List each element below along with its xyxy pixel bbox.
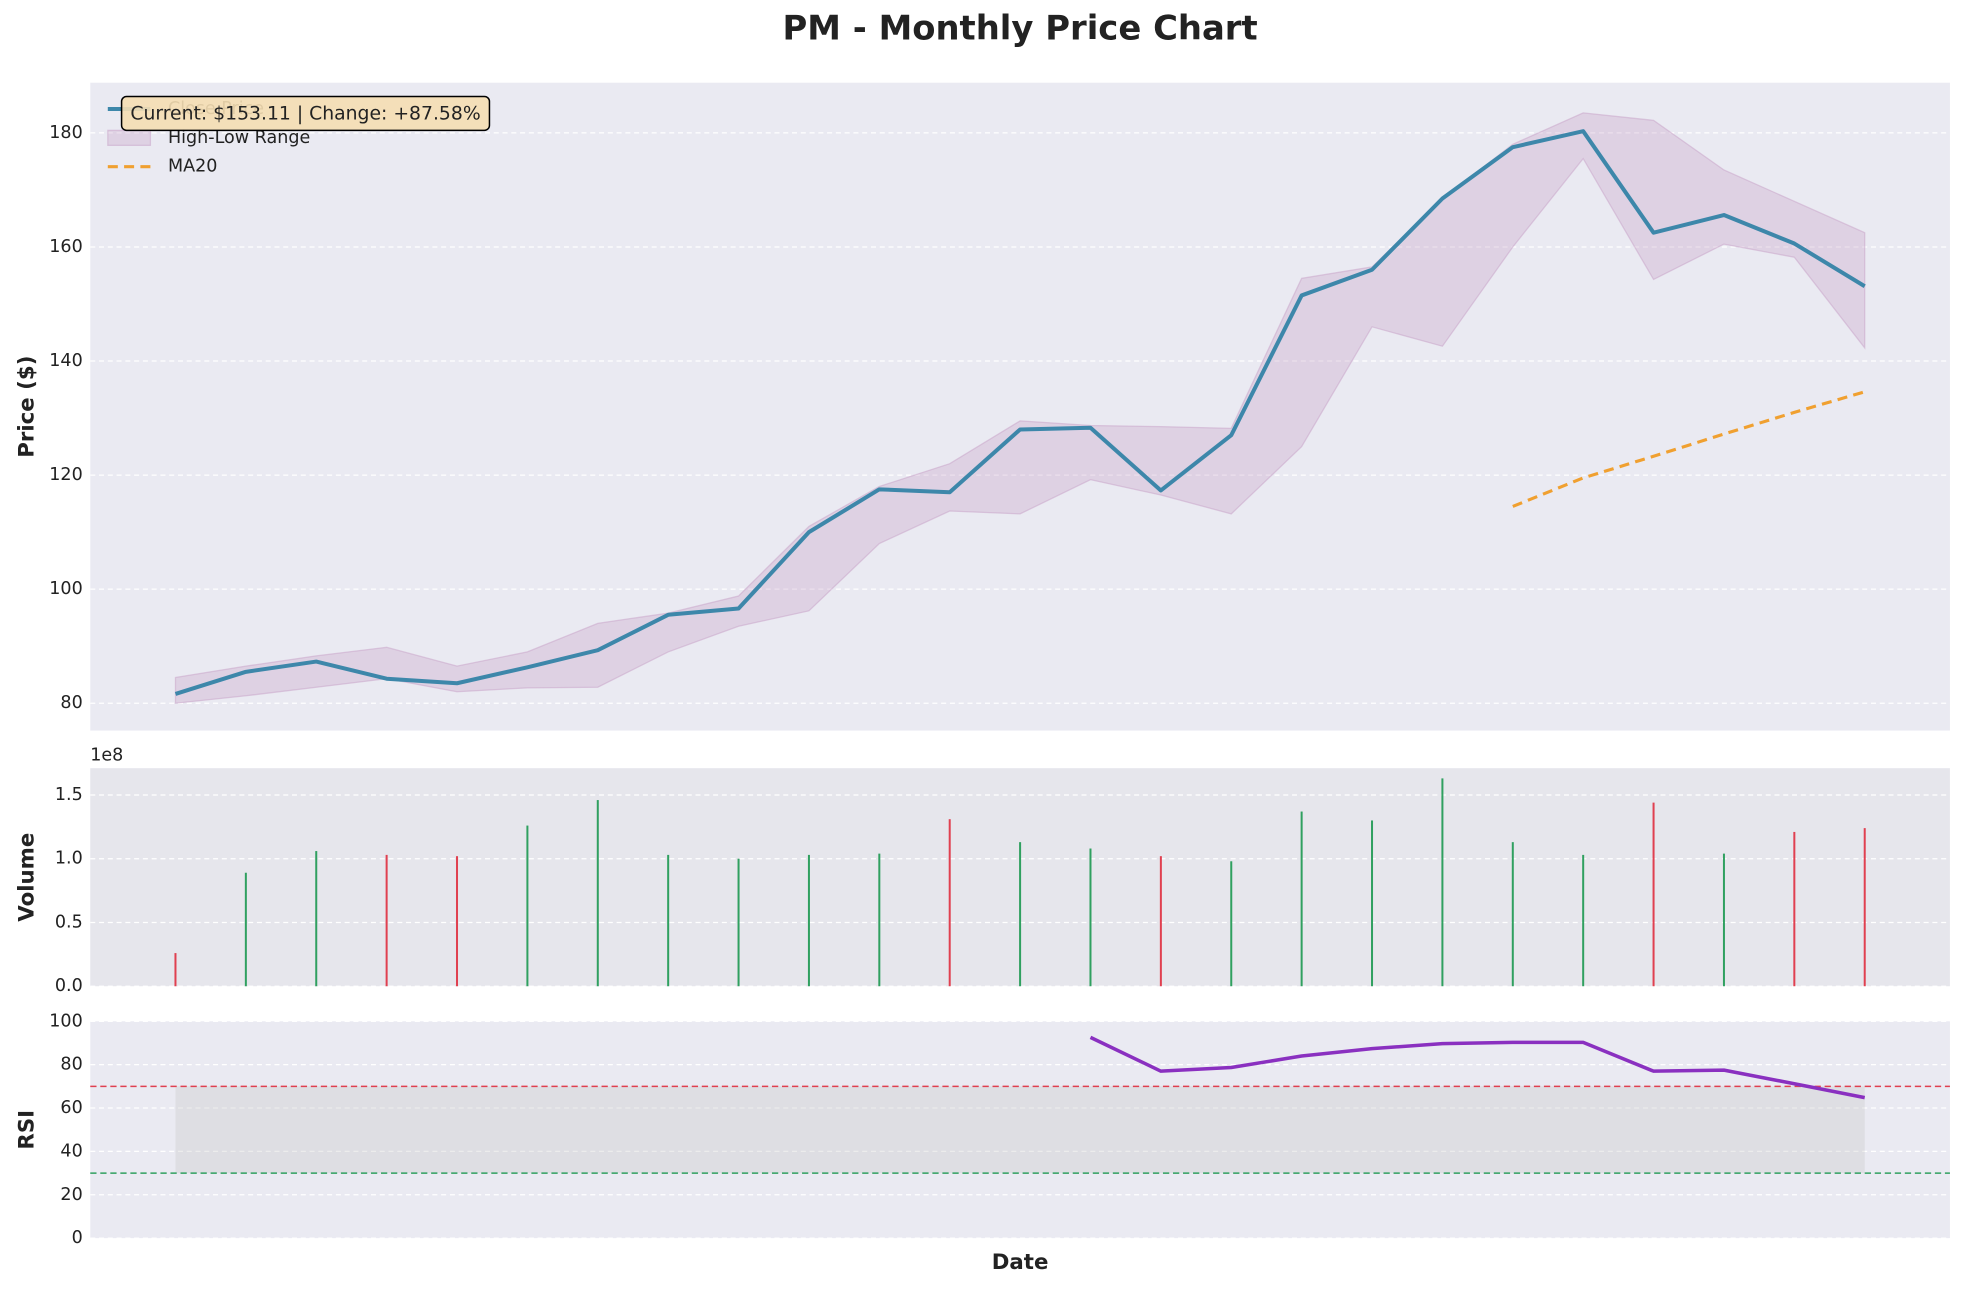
volume-bar [315,851,318,987]
volume-bar [596,800,599,987]
volume-bar [526,825,529,987]
volume-bar [737,858,740,987]
volume-bar [948,819,951,987]
volume-bar [1300,811,1303,987]
y-tick-label: 20 [60,1185,82,1205]
legend-label: MA20 [168,157,217,177]
y-tick-label: 160 [49,237,82,257]
y-axis-label: Volume [15,833,40,922]
annotation: Current: $153.11 | Change: +87.58% [130,104,480,125]
neutral-zone [175,1086,1865,1174]
y-tick-label: 1.0 [55,849,83,869]
plot-area [90,1021,1950,1239]
volume-bar [1230,861,1233,987]
series-line [174,129,1866,696]
y-tick-label: 140 [49,351,82,371]
legend-swatch [107,129,152,146]
y-tick-label: 180 [49,123,82,143]
y-tick-label: 100 [49,579,82,599]
volume-bar [385,854,388,987]
volume-bar [456,856,459,987]
volume-bar [1441,778,1444,987]
y-tick-label: 0 [72,1228,83,1248]
y-tick-label: 80 [60,693,82,713]
legend-label: High-Low Range [168,128,310,148]
rsi-line [1089,1035,1866,1100]
y-tick-label: 60 [60,1098,82,1118]
volume-bar [1582,854,1585,987]
volume-bar [807,854,810,987]
y-tick-label: 80 [60,1055,82,1075]
volume-bar [1863,828,1866,987]
high-low-band [174,112,1866,704]
plot-area [90,82,1950,731]
volume-bar [174,953,177,987]
offset-label: 1e8 [90,746,123,766]
y-tick-label: 40 [60,1141,82,1161]
volume-bar [1019,842,1022,987]
y-tick-label: 1.5 [55,785,83,805]
volume-bar [244,872,247,987]
volume-bar [667,854,670,987]
volume-bar [878,853,881,987]
volume-bar [1652,802,1655,987]
volume-bar [1089,848,1092,987]
volume-bar [1793,831,1796,987]
y-tick-label: 120 [49,465,82,485]
volume-bar [1722,853,1725,987]
y-tick-label: 0.0 [55,976,83,996]
annotation-box [120,95,491,132]
x-axis-label: Date [992,1250,1049,1275]
volume-bar [1159,856,1162,987]
y-axis-label: Price ($) [15,356,40,458]
volume-bar [1371,820,1374,987]
y-tick-label: 0.5 [55,912,83,932]
series-line [1512,390,1866,508]
volume-bar [1511,842,1514,987]
chart-title: PM - Monthly Price Chart [783,9,1258,48]
y-axis-label: RSI [15,1110,40,1150]
y-tick-label: 100 [49,1011,82,1031]
